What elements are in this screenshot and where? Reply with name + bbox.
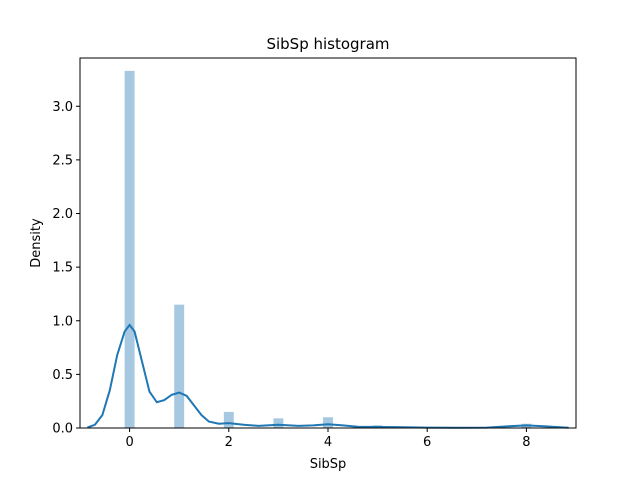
chart-title: SibSp histogram [266, 35, 389, 53]
y-tick-label: 1.0 [52, 314, 73, 329]
y-axis-ticks: 0.0 0.5 1.0 1.5 2.0 2.5 3.0 [52, 100, 80, 437]
histogram-bar [323, 417, 333, 428]
axes-frame [79, 57, 577, 429]
histogram-bars [124, 70, 532, 428]
y-tick-label: 3.0 [52, 100, 73, 115]
x-tick-label: 8 [522, 435, 530, 450]
histogram-bar [124, 70, 135, 428]
kde-line [87, 323, 569, 429]
y-tick-label: 0.0 [52, 422, 73, 437]
x-tick-label: 4 [324, 435, 332, 450]
x-tick-label: 0 [125, 435, 133, 450]
y-axis-label: Density [29, 218, 44, 268]
x-axis-label: SibSp [310, 457, 347, 472]
histogram-bar [273, 418, 284, 428]
x-tick-label: 6 [423, 435, 431, 450]
y-tick-label: 2.5 [52, 153, 73, 168]
histogram-bar [174, 304, 185, 428]
x-axis-ticks: 0 2 4 6 8 [125, 428, 531, 450]
x-tick-label: 2 [225, 435, 233, 450]
y-tick-label: 1.5 [52, 261, 73, 276]
y-tick-label: 2.0 [52, 207, 73, 222]
histogram-bar [223, 411, 234, 428]
y-tick-label: 0.5 [52, 368, 73, 383]
